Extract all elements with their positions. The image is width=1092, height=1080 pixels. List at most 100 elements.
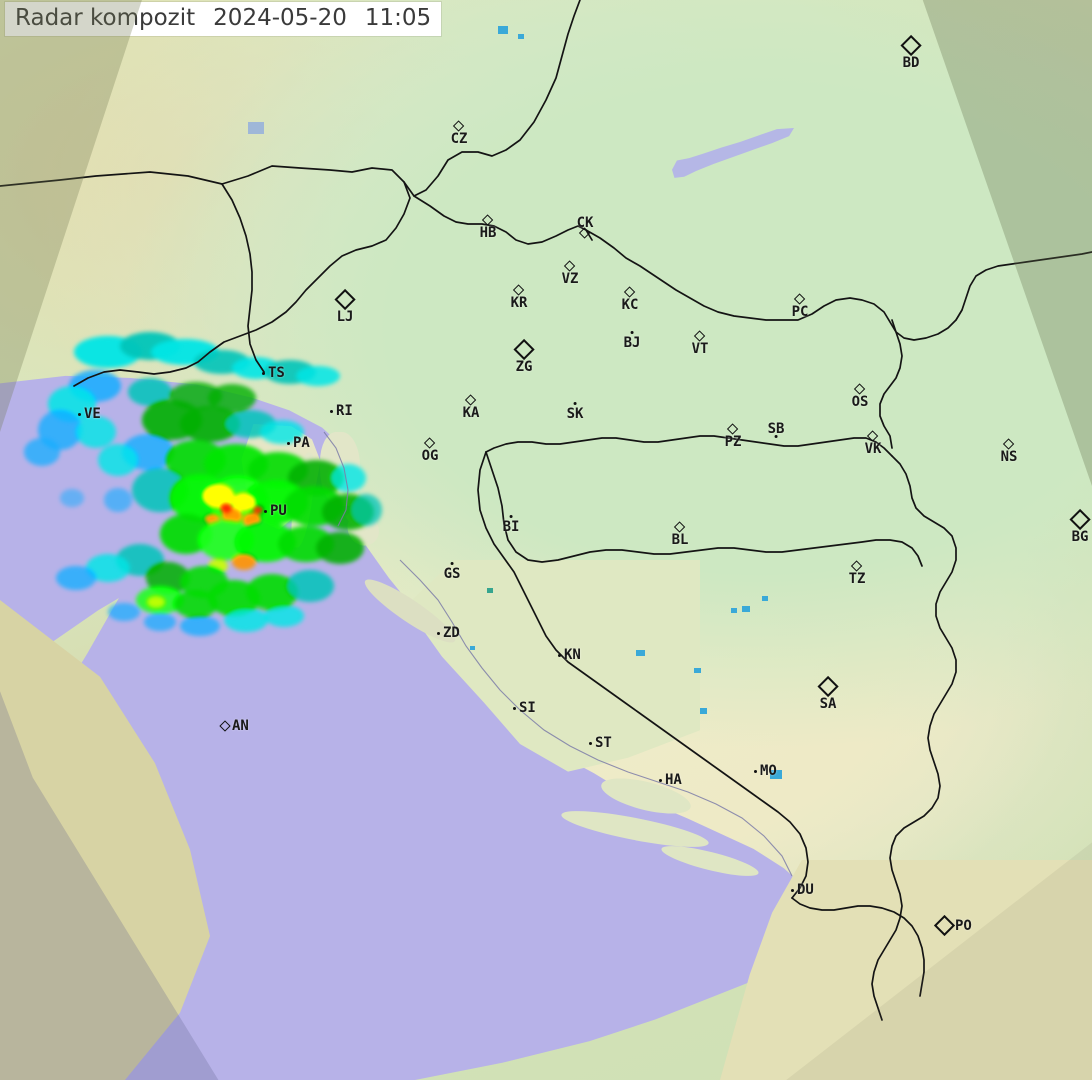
radar-echo-cell — [232, 493, 256, 511]
city-marker-du[interactable]: DU — [791, 883, 814, 897]
city-glyph-icon — [513, 338, 535, 361]
city-label: SA — [819, 696, 837, 712]
city-glyph-icon — [437, 631, 440, 635]
city-marker-po[interactable]: PO — [933, 914, 972, 937]
city-marker-ha[interactable]: HA — [659, 773, 682, 787]
city-label: ZD — [443, 625, 460, 641]
city-label: BL — [671, 532, 689, 548]
city-label: KA — [462, 405, 480, 421]
city-label: TS — [268, 365, 285, 381]
city-marker-an[interactable]: AN — [219, 719, 249, 733]
city-marker-pz[interactable]: PZ — [725, 423, 741, 449]
city-glyph-icon — [867, 430, 879, 442]
city-label: SB — [767, 421, 785, 437]
city-marker-bg[interactable]: BG — [1069, 508, 1091, 544]
city-marker-pu[interactable]: PU — [264, 504, 287, 518]
city-marker-zg[interactable]: ZG — [513, 338, 535, 374]
city-marker-row: RI — [330, 404, 353, 418]
city-label: CK — [576, 215, 594, 231]
radar-echo-cell — [316, 532, 364, 564]
city-glyph-icon — [774, 435, 778, 438]
city-marker-ve[interactable]: VE — [78, 407, 101, 421]
city-glyph-icon — [424, 437, 436, 449]
city-marker-hb[interactable]: HB — [479, 214, 497, 241]
city-marker-kr[interactable]: KR — [510, 284, 528, 311]
city-marker-row: PU — [264, 504, 287, 518]
city-marker-og[interactable]: OG — [422, 437, 438, 463]
city-glyph-icon — [564, 260, 576, 272]
city-glyph-icon — [851, 560, 863, 572]
city-label: KR — [510, 295, 528, 311]
radar-echo-cell — [253, 506, 263, 514]
city-marker-os[interactable]: OS — [851, 383, 869, 410]
city-glyph-icon — [509, 515, 513, 518]
city-marker-bd[interactable]: BD — [900, 34, 922, 71]
title-bar: Radar kompozit 2024-05-20 11:05 — [5, 2, 442, 36]
city-glyph-icon — [334, 288, 356, 311]
city-glyph-icon — [674, 521, 686, 533]
date-label: 2024-05-20 — [213, 5, 347, 31]
city-glyph-icon — [1003, 438, 1015, 450]
city-label: SI — [519, 700, 536, 716]
city-marker-row: AN — [219, 719, 249, 733]
city-marker-ri[interactable]: RI — [330, 404, 353, 418]
city-glyph-icon — [754, 769, 757, 773]
city-marker-ns[interactable]: NS — [1001, 438, 1017, 464]
city-marker-cz[interactable]: CZ — [451, 120, 467, 146]
city-label: OS — [851, 394, 869, 410]
city-marker-pa[interactable]: PA — [287, 436, 310, 450]
city-label: DU — [797, 882, 814, 898]
city-marker-zd[interactable]: ZD — [437, 626, 460, 640]
city-glyph-icon — [589, 741, 592, 745]
city-label: VZ — [561, 271, 579, 287]
city-marker-row: TS — [262, 366, 285, 380]
city-marker-row: KN — [558, 648, 581, 662]
city-marker-sb[interactable]: SB — [767, 421, 785, 441]
city-marker-kc[interactable]: KC — [622, 286, 638, 312]
radar-echo-cell — [232, 554, 256, 570]
city-glyph-icon — [659, 778, 662, 782]
city-marker-ts[interactable]: TS — [262, 366, 285, 380]
radar-echo-cell — [98, 444, 138, 476]
radar-echo-cell — [260, 420, 304, 444]
city-marker-lj[interactable]: LJ — [334, 288, 356, 325]
radar-echo-cell — [224, 608, 268, 632]
city-glyph-icon — [624, 286, 636, 298]
city-marker-row: MO — [754, 764, 777, 778]
city-marker-gs[interactable]: GS — [443, 562, 461, 582]
city-glyph-icon — [453, 120, 465, 132]
city-marker-vk[interactable]: VK — [865, 430, 881, 456]
city-glyph-icon — [287, 441, 290, 445]
city-label: BD — [902, 55, 920, 71]
city-marker-sk[interactable]: SK — [567, 402, 583, 421]
city-label: HA — [665, 772, 682, 788]
city-marker-mo[interactable]: MO — [754, 764, 777, 778]
city-marker-row: ZD — [437, 626, 460, 640]
city-marker-vz[interactable]: VZ — [561, 260, 579, 287]
city-label: LJ — [336, 309, 354, 325]
city-glyph-icon — [727, 423, 739, 435]
city-marker-row: PA — [287, 436, 310, 450]
city-label: GS — [443, 566, 461, 582]
city-label: HB — [479, 225, 497, 241]
city-glyph-icon — [854, 383, 866, 395]
city-label: PA — [293, 435, 310, 451]
city-glyph-icon — [78, 412, 81, 416]
city-marker-bj[interactable]: BJ — [624, 331, 640, 350]
city-label: KN — [564, 647, 581, 663]
city-marker-kn[interactable]: KN — [558, 648, 581, 662]
city-marker-tz[interactable]: TZ — [848, 560, 866, 587]
city-marker-si[interactable]: SI — [513, 701, 536, 715]
city-marker-st[interactable]: ST — [589, 736, 612, 750]
city-marker-bl[interactable]: BL — [671, 521, 689, 548]
city-marker-row: VE — [78, 407, 101, 421]
city-marker-bi[interactable]: BI — [503, 515, 519, 534]
city-label: TZ — [848, 571, 866, 587]
city-marker-ck[interactable]: CK — [576, 215, 594, 240]
city-marker-ka[interactable]: KA — [462, 394, 480, 421]
city-marker-pc[interactable]: PC — [791, 293, 809, 320]
city-marker-vt[interactable]: VT — [692, 330, 708, 356]
radar-echo-cell — [76, 416, 116, 448]
city-marker-sa[interactable]: SA — [817, 675, 839, 712]
city-label: PC — [791, 304, 809, 320]
